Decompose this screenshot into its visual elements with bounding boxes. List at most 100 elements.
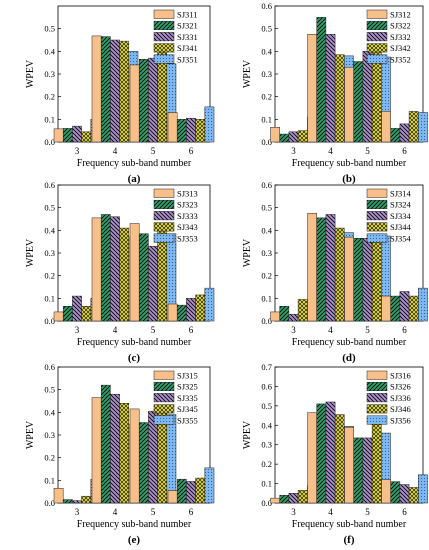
y-tick-label: 0.0 <box>261 316 272 326</box>
bar <box>167 490 178 504</box>
x-tick-label: 5 <box>365 146 370 156</box>
legend-swatch <box>366 32 388 42</box>
x-tick-label: 6 <box>189 325 194 335</box>
bar <box>390 481 401 504</box>
bar <box>186 298 196 322</box>
bar <box>62 306 73 322</box>
legend-label: SJ355 <box>177 415 198 425</box>
legend-label: SJ331 <box>177 32 198 42</box>
legend-label: SJ321 <box>177 21 198 31</box>
bar <box>72 295 82 322</box>
panel-label: (c) <box>128 352 141 364</box>
x-tick-label: 6 <box>402 325 407 335</box>
bar <box>399 123 410 143</box>
y-tick-label: 0.4 <box>44 46 55 56</box>
legend-swatch <box>153 393 175 403</box>
bar <box>408 487 419 504</box>
legend-label: SJ332 <box>390 32 411 42</box>
y-tick-label: 0.2 <box>261 271 272 281</box>
bar <box>53 311 64 322</box>
y-tick-label: 0.6 <box>261 180 272 190</box>
bar <box>307 213 317 322</box>
legend-swatch <box>366 211 388 221</box>
x-tick-label: 4 <box>113 146 118 156</box>
bar <box>81 495 92 504</box>
bar <box>390 128 401 143</box>
y-tick-label: 0.7 <box>261 362 272 372</box>
legend-swatch <box>153 199 175 209</box>
bar <box>119 227 130 322</box>
legend-swatch <box>153 222 175 232</box>
y-tick-label: 0.0 <box>44 137 55 147</box>
bar <box>110 39 120 143</box>
x-tick-label: 4 <box>113 325 118 335</box>
legend-swatch <box>366 381 388 391</box>
legend-label: SJ316 <box>390 371 411 381</box>
x-axis-label: Frequency sub-band number <box>292 337 407 348</box>
legend-label: SJ312 <box>390 10 411 20</box>
bar <box>176 304 187 322</box>
bar <box>399 484 410 504</box>
legend-label: SJ333 <box>177 211 198 221</box>
bar <box>195 477 206 504</box>
x-tick-label: 3 <box>291 146 296 156</box>
legend-swatch <box>366 370 388 380</box>
legend-swatch <box>153 188 175 198</box>
bar <box>316 217 327 322</box>
legend-swatch <box>153 54 175 64</box>
bar <box>390 295 401 322</box>
x-axis-label: Frequency sub-band number <box>77 519 192 530</box>
bar <box>362 238 373 322</box>
y-tick-label: 0.2 <box>44 453 55 463</box>
bar <box>204 467 215 504</box>
bar <box>62 128 73 143</box>
x-tick-label: 5 <box>365 325 370 335</box>
bar <box>316 403 327 504</box>
legend-label: SJ323 <box>177 200 198 210</box>
bar <box>195 119 206 143</box>
legend-label: SJ345 <box>177 404 198 414</box>
bar <box>138 59 149 143</box>
bar <box>353 437 364 504</box>
x-tick-label: 3 <box>75 325 80 335</box>
y-tick-label: 0.1 <box>44 475 55 485</box>
legend-swatch <box>366 43 388 53</box>
x-tick-label: 4 <box>328 507 333 517</box>
bar <box>91 35 102 143</box>
x-tick-label: 4 <box>328 146 333 156</box>
legend-swatch <box>366 415 388 425</box>
bar <box>129 64 140 143</box>
bar <box>81 306 92 322</box>
bar <box>186 117 196 143</box>
legend-label: SJ335 <box>177 393 198 403</box>
bar <box>167 303 178 322</box>
bar <box>167 112 178 143</box>
y-tick-label: 0.6 <box>261 1 272 11</box>
bar <box>371 424 382 504</box>
bar <box>334 54 345 143</box>
bar <box>166 414 177 504</box>
bar <box>81 131 92 143</box>
y-tick-label: 0.4 <box>261 46 272 56</box>
y-tick-label: 0.3 <box>261 69 272 79</box>
legend-swatch <box>153 20 175 30</box>
bar <box>72 125 82 143</box>
legend-label: SJ315 <box>177 371 198 381</box>
bar <box>100 36 111 143</box>
bar <box>176 119 187 143</box>
bar <box>148 410 158 504</box>
legend-swatch <box>366 393 388 403</box>
bar <box>186 481 196 504</box>
legend-label: SJ346 <box>390 404 411 414</box>
bar <box>110 393 120 504</box>
bar <box>110 216 120 322</box>
y-tick-label: 0.4 <box>44 225 55 235</box>
panel-label: (e) <box>128 534 141 546</box>
bar <box>176 478 187 504</box>
legend-swatch <box>153 370 175 380</box>
legend-label: SJ354 <box>390 233 412 243</box>
bar <box>288 313 299 322</box>
legend-swatch <box>153 404 175 414</box>
y-tick-label: 0.2 <box>44 271 55 281</box>
